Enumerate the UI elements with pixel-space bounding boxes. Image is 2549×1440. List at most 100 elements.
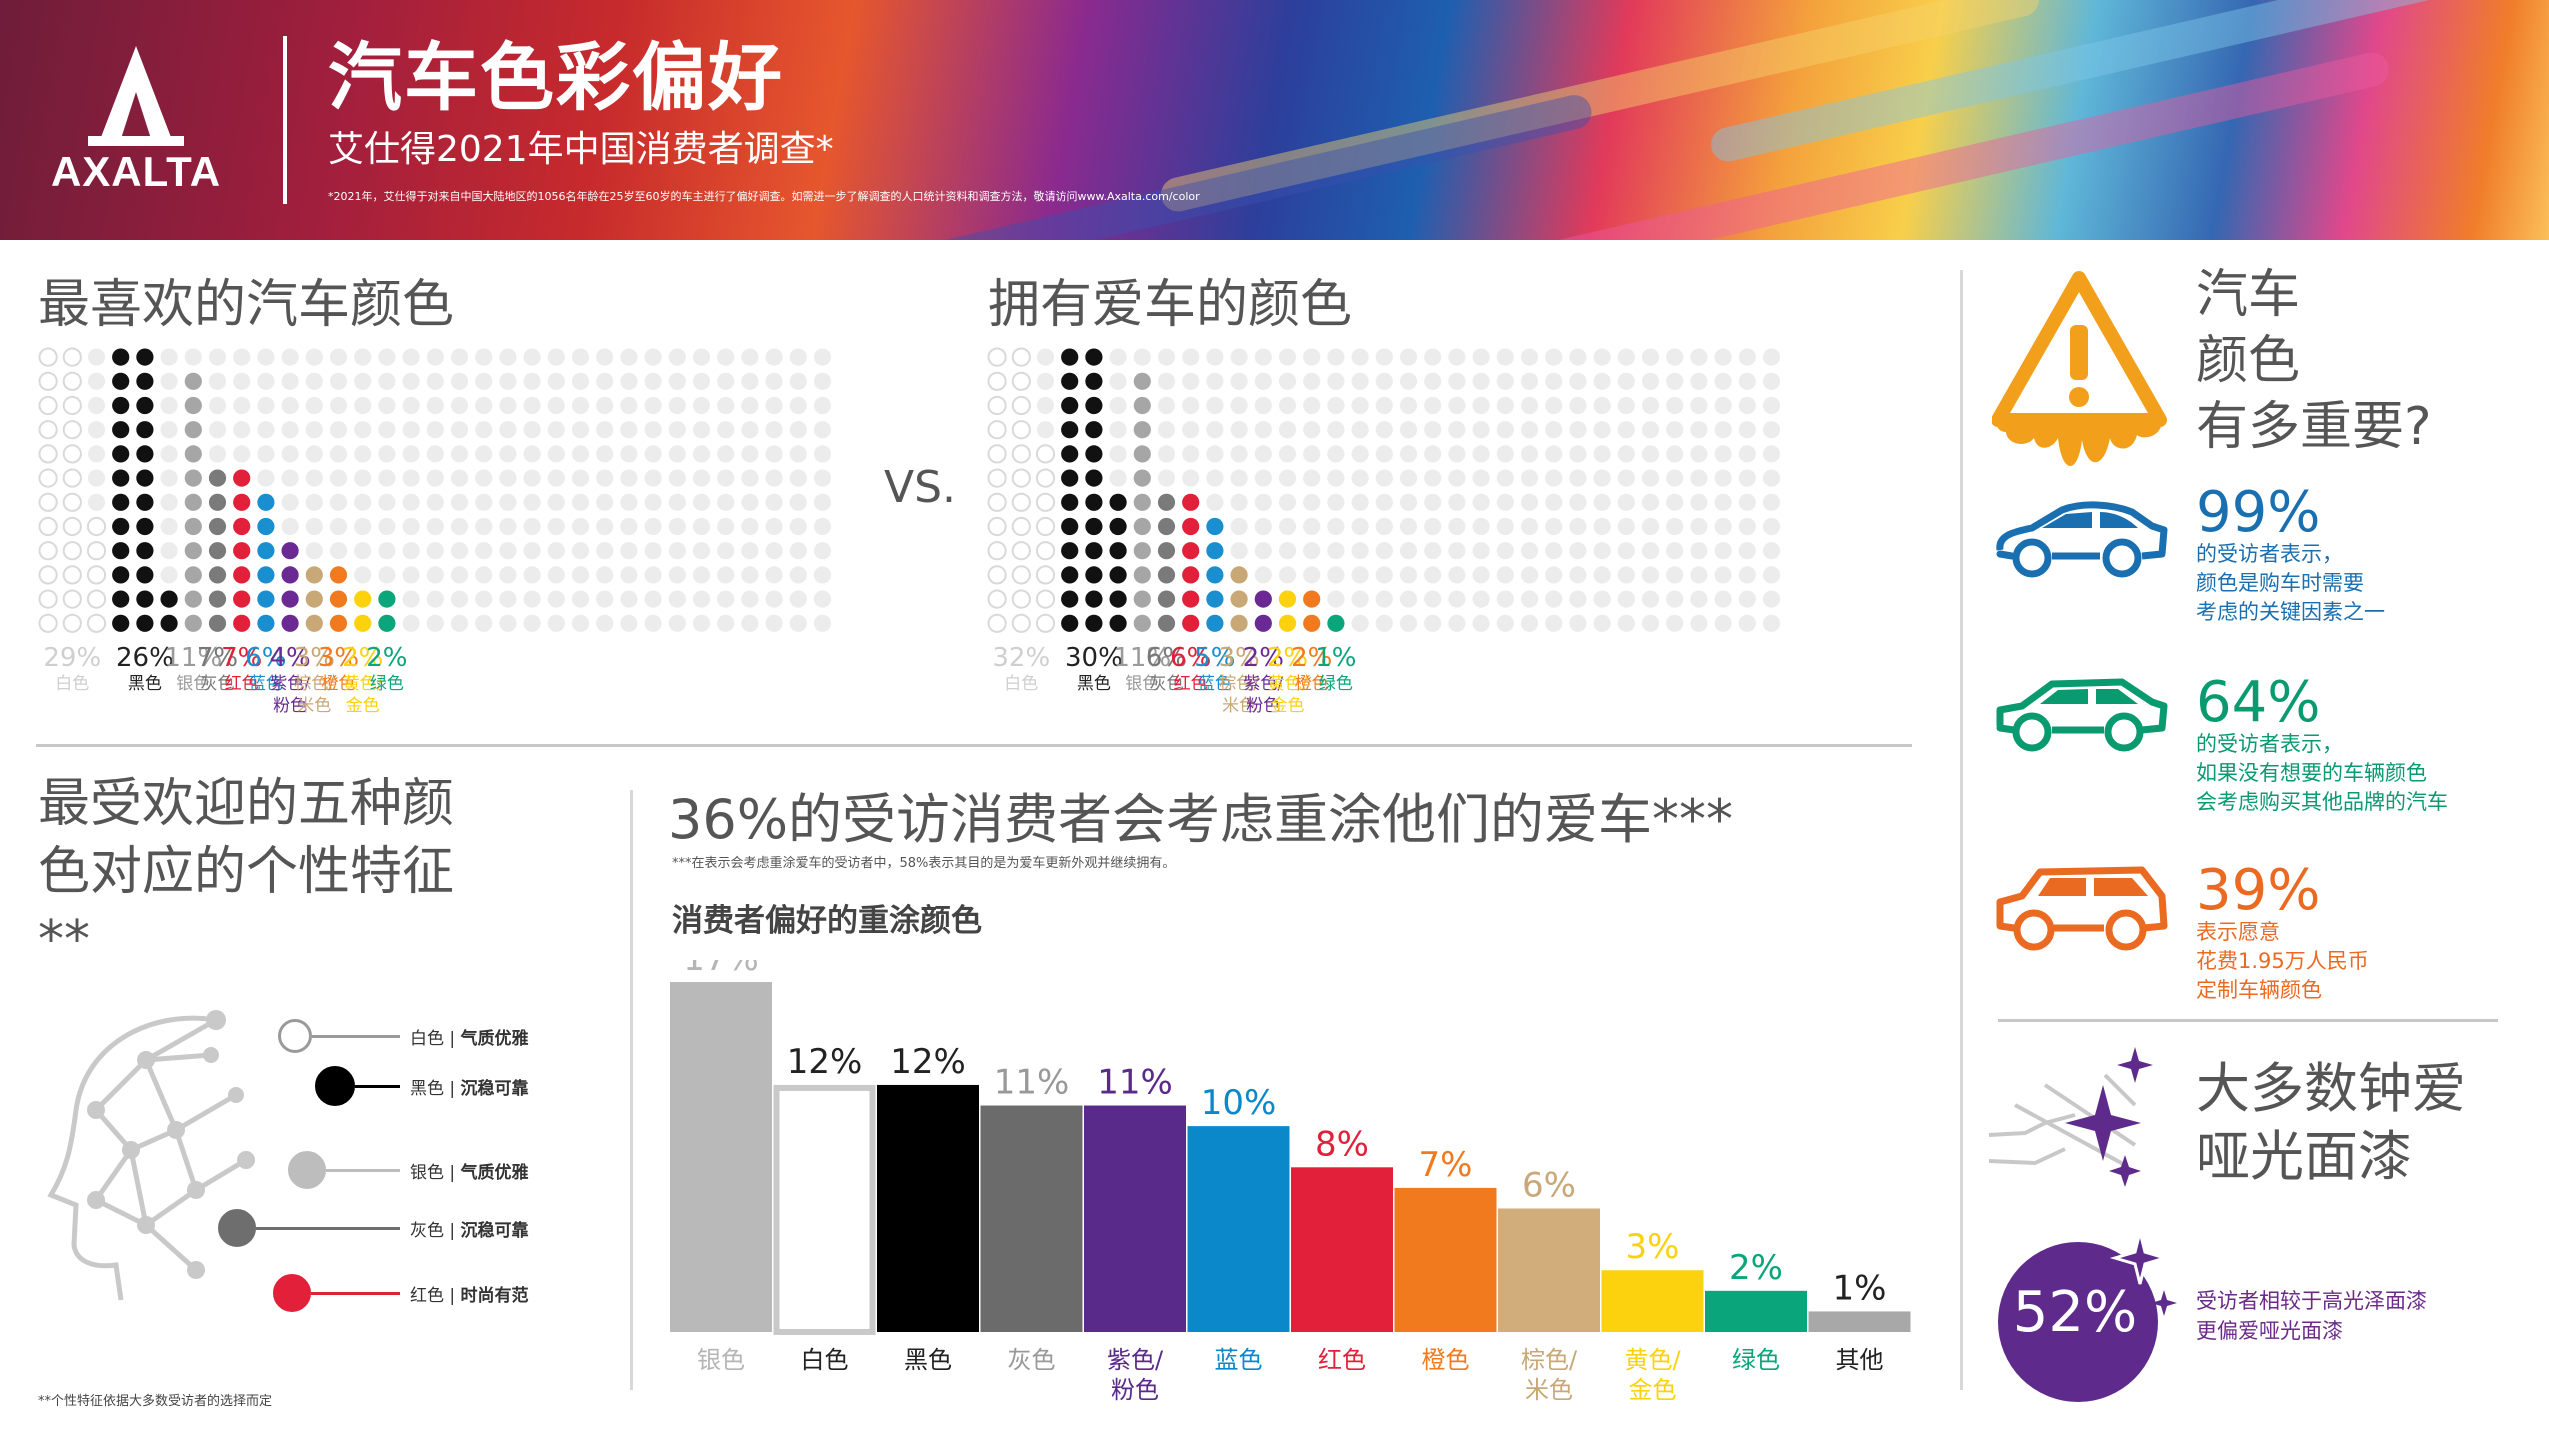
dot-background (1375, 396, 1393, 415)
dot-background (523, 614, 541, 632)
trait-color-name: 红色 (410, 1286, 450, 1306)
dot-background (1351, 542, 1369, 560)
dot-白色 (38, 613, 58, 633)
dot-background (1157, 445, 1176, 463)
dot-background (1714, 517, 1732, 536)
dot-background (1641, 396, 1660, 415)
stat-99-description: 的受访者表示， 颜色是购车时需要 考虑的关键因素之一 (2196, 540, 2385, 627)
dot-黑色 (136, 517, 154, 536)
repaint-bar-灰色 (980, 1105, 1083, 1332)
dot-background (305, 372, 323, 390)
dot-chart-category: 黄色/ (342, 674, 383, 695)
dot-chart-percent: 3% (1218, 643, 1260, 674)
dot-黄色/金色 (354, 590, 372, 608)
dot-chart-label: 6% 红色 (1156, 643, 1226, 695)
dot-background (1666, 445, 1684, 463)
dot-棕色/米色 (305, 566, 323, 584)
trait-label: 红色 | 时尚有范 (410, 1281, 529, 1306)
dot-background (499, 542, 517, 560)
trait-color-swatch (288, 1151, 326, 1189)
dot-白色 (1011, 468, 1031, 488)
dot-background (765, 469, 783, 487)
dot-background (717, 445, 735, 463)
dot-chart-category: 绿色 (1318, 674, 1353, 695)
trait-separator: | (449, 1029, 461, 1049)
dot-background (644, 445, 662, 463)
dot-白色 (86, 516, 107, 537)
dot-白色 (62, 492, 82, 512)
dot-background (1714, 421, 1732, 439)
dot-绿色 (1327, 614, 1345, 632)
dot-黑色 (136, 372, 154, 390)
trait-label: 灰色 | 沉稳可靠 (410, 1216, 529, 1241)
dot-黑色 (136, 421, 154, 439)
dot-黑色 (1085, 469, 1103, 487)
dot-chart-label: 3% 棕色/米色 (1204, 643, 1274, 717)
dot-chart-label: 1% 绿色 (1301, 643, 1371, 695)
dot-chart-category: 白色 (1004, 674, 1039, 695)
dot-background (1690, 396, 1708, 415)
dot-background (1762, 445, 1781, 463)
dot-蓝色 (257, 517, 275, 536)
dot-background (329, 396, 348, 415)
dot-background (184, 348, 202, 366)
dot-chart-category: 粉色 (1246, 696, 1281, 717)
repaint-bar-category: 紫色/ (1107, 1346, 1164, 1374)
dot-chart-percent: 2% (342, 643, 384, 674)
dot-background (620, 469, 638, 487)
trait-name: 时尚有范 (460, 1286, 529, 1306)
dot-background (281, 372, 299, 390)
importance-title: 汽车 颜色 有多重要? (2196, 262, 2432, 460)
dot-黄色/金色 (1278, 614, 1297, 632)
dot-黑色 (136, 469, 154, 487)
dot-chart-label: 3% 棕色/米色 (279, 643, 349, 717)
dot-background (426, 421, 444, 439)
dot-background (741, 542, 759, 560)
dot-background (281, 469, 299, 487)
dot-黑色 (1109, 566, 1127, 584)
dot-background (692, 372, 711, 390)
dot-白色 (1011, 347, 1031, 367)
dot-background (717, 396, 735, 415)
dot-chart-label: 30% 黑色 (1059, 643, 1129, 695)
dot-黑色 (160, 590, 178, 608)
dot-background (1448, 517, 1466, 536)
dot-background (1472, 590, 1490, 608)
dot-background (426, 493, 444, 511)
dot-银色 (184, 372, 202, 390)
matte-title-line: 哑光面漆 (2196, 1125, 2412, 1188)
dot-红色 (1182, 590, 1200, 608)
dot-background (1472, 542, 1490, 560)
dot-白色 (38, 468, 58, 488)
dot-background (1617, 542, 1635, 560)
dot-background (1666, 517, 1684, 536)
dot-chart-label: 2% 绿色 (352, 643, 422, 695)
dot-background (620, 542, 638, 560)
dot-黑色 (136, 348, 154, 366)
dot-background (1278, 493, 1297, 511)
dot-background (620, 566, 638, 584)
dot-background (741, 590, 759, 608)
dot-background (547, 614, 565, 632)
dot-background (1690, 542, 1708, 560)
dot-background (596, 517, 614, 536)
dot-background (1327, 396, 1345, 415)
dot-background (789, 348, 807, 366)
dot-background (1520, 566, 1539, 584)
dot-background (499, 445, 517, 463)
dot-background (233, 445, 251, 463)
trait-color-name: 灰色 (410, 1221, 450, 1241)
dot-chart-percent: 6% (245, 643, 287, 674)
repaint-bar-value: 11% (1097, 1063, 1173, 1103)
dot-background (571, 517, 590, 536)
stat-description-line: 如果没有想要的车辆颜色 (2196, 761, 2427, 785)
dot-background (281, 348, 299, 366)
dot-background (668, 614, 686, 632)
dot-background (499, 396, 517, 415)
dot-background (1714, 614, 1732, 632)
dot-background (402, 348, 420, 366)
dot-background (1206, 493, 1224, 511)
dot-background (523, 542, 541, 560)
dot-background (1254, 469, 1272, 487)
dot-background (1738, 590, 1756, 608)
